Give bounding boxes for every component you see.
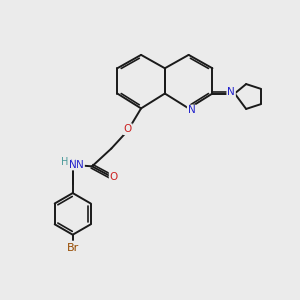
Text: Br: Br — [67, 243, 79, 253]
Text: H: H — [61, 157, 68, 167]
Text: N: N — [188, 106, 196, 116]
Text: H: H — [69, 159, 76, 168]
Text: O: O — [124, 124, 132, 134]
Text: N: N — [227, 87, 235, 97]
Text: O: O — [110, 172, 118, 182]
Text: N: N — [76, 160, 84, 170]
Text: N: N — [69, 160, 76, 170]
